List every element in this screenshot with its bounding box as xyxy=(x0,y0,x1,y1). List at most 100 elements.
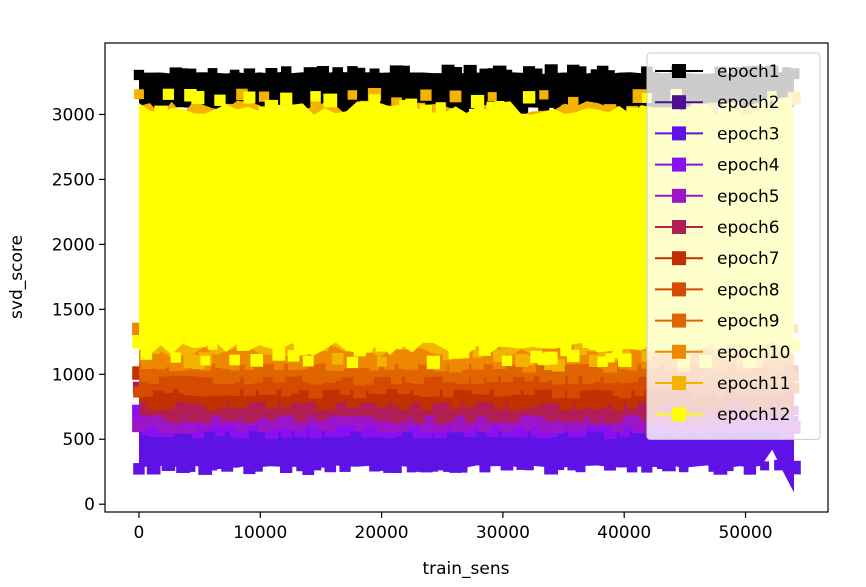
marker-epoch12 xyxy=(147,113,160,126)
marker-epoch3 xyxy=(185,462,196,472)
marker-epoch3 xyxy=(221,459,234,472)
marker-epoch12 xyxy=(140,348,153,360)
marker-epoch12 xyxy=(618,353,632,367)
marker-epoch12 xyxy=(508,330,521,342)
series-band-epoch1 xyxy=(139,71,794,109)
marker-epoch3 xyxy=(567,458,579,471)
marker-epoch11 xyxy=(472,347,483,358)
legend-item-epoch1: epoch1 xyxy=(655,62,780,82)
marker-epoch6 xyxy=(494,410,506,422)
marker-epoch12 xyxy=(236,340,248,351)
marker-epoch1 xyxy=(448,67,463,81)
marker-epoch3 xyxy=(516,459,527,470)
legend-label: epoch9 xyxy=(717,312,780,332)
legend-item-epoch12: epoch12 xyxy=(655,405,790,425)
marker-epoch9 xyxy=(524,372,534,382)
y-tick-label: 0 xyxy=(84,495,95,515)
marker-epoch11 xyxy=(332,353,344,365)
marker-epoch11 xyxy=(619,344,630,355)
marker-epoch12 xyxy=(517,113,527,123)
marker-epoch8 xyxy=(480,385,490,395)
legend-label: epoch4 xyxy=(717,156,780,176)
legend-marker xyxy=(672,220,686,234)
marker-epoch12 xyxy=(154,105,168,120)
marker-epoch6 xyxy=(169,411,182,424)
marker-epoch12 xyxy=(222,109,233,120)
marker-epoch12 xyxy=(420,104,432,117)
marker-epoch1 xyxy=(544,64,558,78)
x-tick-label: 0 xyxy=(134,523,145,543)
marker-epoch6 xyxy=(611,409,624,422)
legend-marker xyxy=(672,313,686,328)
marker-epoch9 xyxy=(442,370,454,383)
marker-epoch8 xyxy=(199,385,211,397)
marker-epoch12 xyxy=(177,112,190,125)
marker-epoch9 xyxy=(551,371,566,385)
marker-epoch1 xyxy=(530,68,543,81)
marker-epoch8 xyxy=(258,383,270,395)
marker-epoch12 xyxy=(382,111,396,125)
marker-epoch1 xyxy=(369,68,380,79)
x-axis-label: train_sens xyxy=(422,559,509,579)
marker-epoch3 xyxy=(391,462,402,473)
marker-epoch5 xyxy=(524,421,534,432)
marker-epoch12 xyxy=(442,332,454,345)
marker-epoch12 xyxy=(287,349,300,362)
marker-epoch12 xyxy=(494,101,505,111)
marker-epoch12 xyxy=(207,340,218,350)
plot-frame xyxy=(104,42,829,513)
marker-epoch5 xyxy=(200,421,211,431)
marker-epoch12 xyxy=(435,102,446,113)
legend-marker xyxy=(672,126,686,141)
marker-epoch9 xyxy=(360,371,374,385)
legend-box xyxy=(646,52,821,440)
marker-epoch4 xyxy=(568,427,579,437)
marker-epoch9 xyxy=(148,373,160,384)
marker-epoch9 xyxy=(413,373,425,384)
marker-epoch9 xyxy=(318,373,328,383)
marker-epoch1 xyxy=(243,68,256,80)
marker-epoch9 xyxy=(470,370,485,384)
y-tick-label: 3000 xyxy=(52,105,95,125)
legend-item-epoch11: epoch11 xyxy=(655,374,790,394)
marker-epoch1 xyxy=(479,68,491,80)
marker-epoch8 xyxy=(353,385,367,399)
marker-epoch12 xyxy=(553,331,564,343)
marker-epoch12 xyxy=(470,94,485,109)
marker-epoch12 xyxy=(132,335,146,349)
marker-epoch10 xyxy=(141,358,152,370)
marker-epoch10 xyxy=(354,356,365,368)
marker-epoch5 xyxy=(156,422,166,432)
marker-epoch5 xyxy=(457,420,469,432)
marker-epoch8 xyxy=(368,382,381,395)
marker-epoch4 xyxy=(339,425,351,437)
marker-epoch3 xyxy=(678,462,689,473)
marker-epoch8 xyxy=(612,386,622,396)
marker-epoch1 xyxy=(574,66,587,78)
marker-epoch7 xyxy=(376,395,388,408)
marker-epoch7 xyxy=(583,397,593,407)
legend-label: epoch2 xyxy=(717,93,780,113)
marker-epoch12 xyxy=(405,98,418,111)
marker-epoch8 xyxy=(523,383,535,395)
legend-label: epoch12 xyxy=(717,405,790,425)
marker-epoch8 xyxy=(377,385,387,395)
marker-epoch1 xyxy=(207,68,218,78)
y-tick-label: 2500 xyxy=(52,170,95,190)
marker-epoch9 xyxy=(539,373,549,383)
marker-epoch3 xyxy=(500,457,514,471)
marker-epoch5 xyxy=(383,421,395,433)
marker-epoch12 xyxy=(280,92,293,105)
y-axis-label: svd_score xyxy=(7,235,27,319)
marker-epoch1 xyxy=(347,66,358,77)
marker-epoch6 xyxy=(265,408,278,421)
marker-epoch6 xyxy=(162,408,175,421)
marker-epoch1 xyxy=(265,68,278,80)
x-tick-label: 10000 xyxy=(233,523,287,543)
marker-epoch1 xyxy=(133,69,145,81)
marker-epoch7 xyxy=(523,396,535,408)
legend-item-epoch2: epoch2 xyxy=(655,93,780,113)
legend-item-epoch8: epoch8 xyxy=(655,280,780,300)
marker-epoch12 xyxy=(293,341,308,356)
legend-item-epoch9: epoch9 xyxy=(655,312,780,332)
